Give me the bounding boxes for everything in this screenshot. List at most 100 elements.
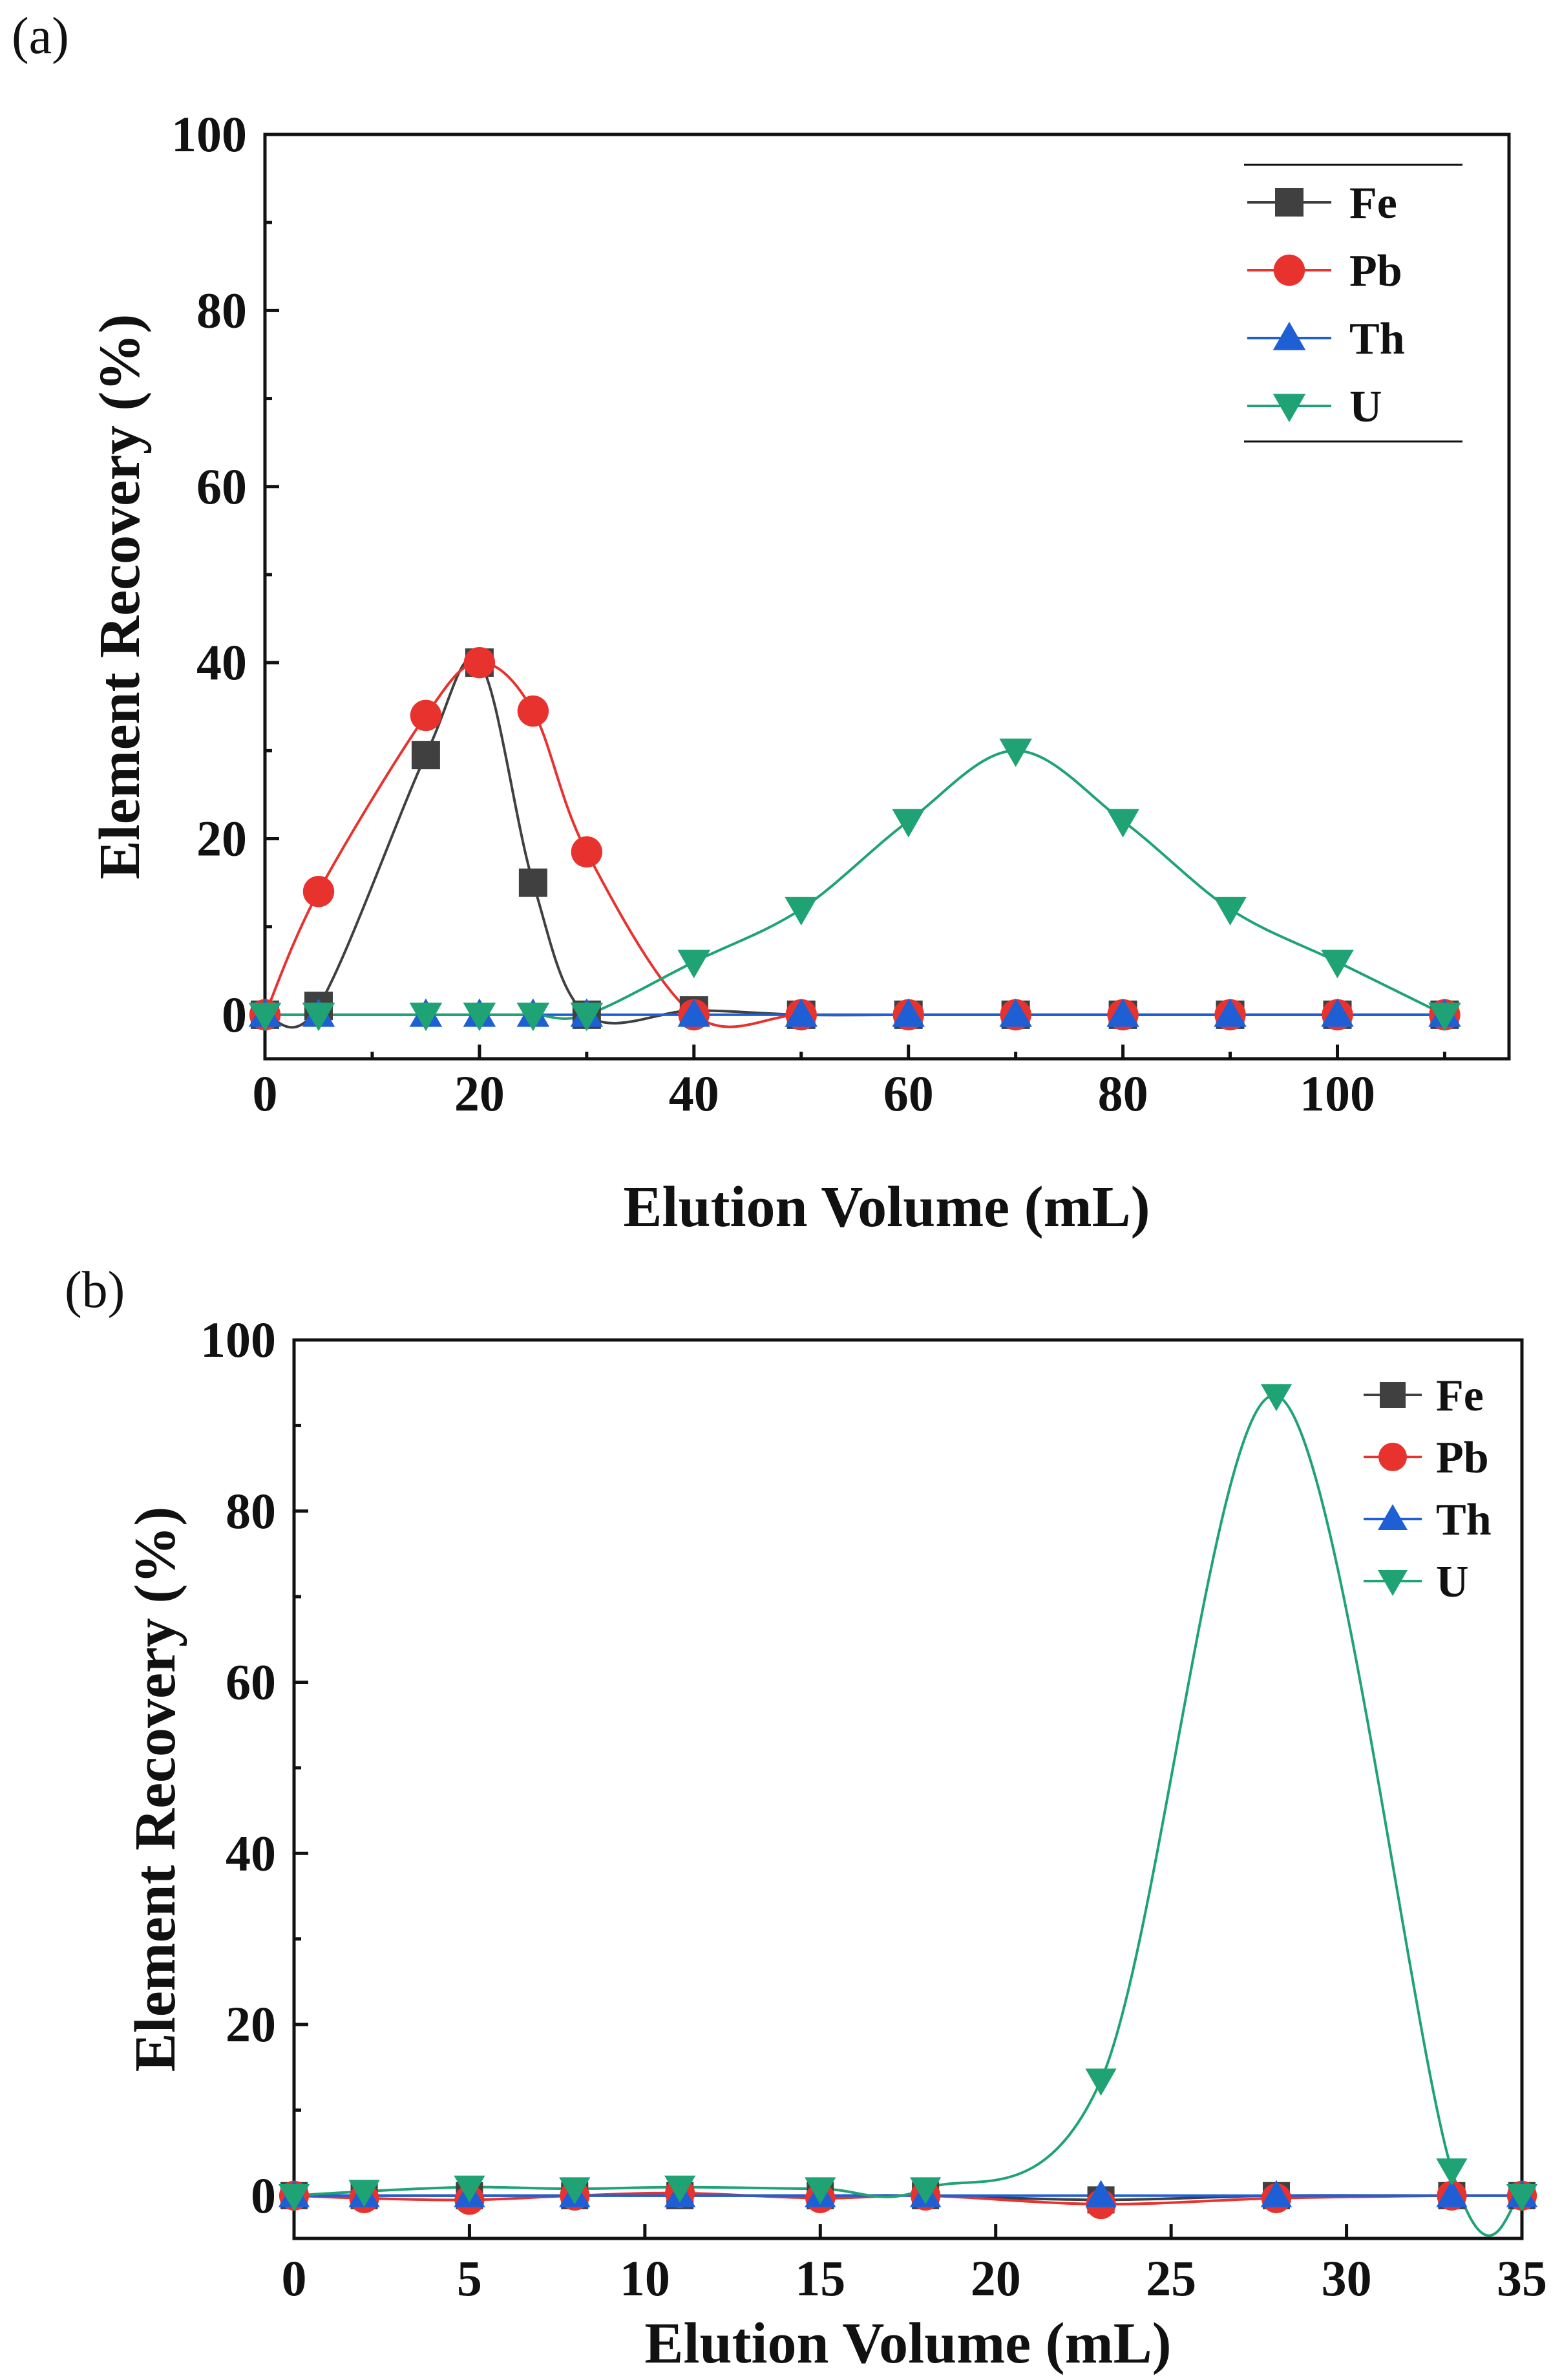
legend-label: Th <box>1436 1495 1492 1545</box>
data-point-u <box>454 2175 485 2203</box>
legend-label: Pb <box>1349 246 1402 296</box>
data-point-th <box>677 998 711 1027</box>
y-tick-label: 20 <box>226 1996 276 2052</box>
x-tick-label: 100 <box>1300 1065 1375 1121</box>
legend-marker-pb <box>1273 254 1305 286</box>
data-point-u <box>1085 2068 1117 2096</box>
data-point-u <box>1214 897 1247 926</box>
data-point-th <box>999 998 1032 1027</box>
data-point-th <box>1321 998 1354 1027</box>
data-point-u <box>677 950 711 979</box>
y-tick-label: 40 <box>226 1825 276 1881</box>
x-tick-label: 20 <box>971 2250 1021 2306</box>
series-line-u <box>293 1394 1523 2237</box>
legend-label: Fe <box>1349 178 1397 228</box>
data-point-th <box>1260 2180 1293 2207</box>
x-axis-title-a: Elution Volume (mL) <box>623 1175 1150 1239</box>
axis-ticks-a: 0 20 40 60 80 100 0 20 40 60 80 100 <box>171 106 1446 1121</box>
legend-label: Fe <box>1436 1371 1484 1421</box>
data-point-u <box>664 2175 696 2203</box>
y-tick-label: 60 <box>226 1654 276 1710</box>
data-point-th <box>1214 998 1247 1027</box>
legend-marker-u <box>1378 1570 1408 1596</box>
data-point-u <box>1321 950 1354 979</box>
data-point-u <box>1106 809 1139 838</box>
data-point-u <box>1428 1003 1461 1032</box>
data-point-th <box>1085 2180 1117 2207</box>
legend-marker-fe <box>1380 1382 1406 1408</box>
y-tick-label: 100 <box>171 106 247 162</box>
series-line-u <box>265 749 1446 1020</box>
y-tick-label: 80 <box>196 282 247 338</box>
panel-a: (a) 0 20 40 60 80 100 0 20 40 60 80 100 Elution Vol… <box>12 8 1511 1239</box>
y-tick-label: 0 <box>251 2167 276 2224</box>
data-point-th <box>1436 2180 1468 2207</box>
y-axis-title-a: Element Recovery (%) <box>88 314 152 880</box>
data-point-u <box>570 1003 604 1032</box>
legend-marker-u <box>1272 394 1306 423</box>
legend-item-u: U <box>1364 1557 1469 1607</box>
x-tick-label: 0 <box>282 2250 307 2306</box>
y-tick-label: 40 <box>196 634 247 690</box>
x-tick-label: 40 <box>669 1065 719 1121</box>
x-tick-label: 0 <box>253 1065 278 1121</box>
data-point-u <box>1260 1384 1293 1412</box>
y-tick-label: 60 <box>196 458 247 515</box>
legend-item-th: Th <box>1364 1495 1492 1545</box>
data-point-u <box>248 1003 282 1032</box>
data-point-th <box>892 998 925 1027</box>
plot-frame-a <box>263 133 1511 1061</box>
legend-marker-th <box>1378 1504 1408 1530</box>
data-point-pb <box>463 646 496 679</box>
legend-b: Fe Pb Th U <box>1364 1371 1492 1607</box>
x-tick-label: 5 <box>457 2250 482 2306</box>
x-tick-label: 10 <box>620 2250 670 2306</box>
legend-marker-th <box>1272 321 1306 350</box>
legend-marker-fe <box>1275 188 1303 217</box>
legend-a: Fe Pb Th U <box>1244 164 1462 443</box>
data-point-pb <box>410 699 442 732</box>
legend-item-u: U <box>1247 382 1382 432</box>
legend-item-fe: Fe <box>1364 1371 1484 1421</box>
data-point-th <box>1106 998 1139 1027</box>
legend-item-th: Th <box>1247 314 1405 364</box>
data-point-u <box>559 2177 591 2205</box>
y-axis-title-b: Element Recovery (%) <box>123 1507 187 2072</box>
x-tick-label: 20 <box>454 1065 505 1121</box>
y-tick-label: 100 <box>200 1312 276 1368</box>
series-line-fe <box>264 657 1445 1029</box>
legend-label: Pb <box>1436 1433 1489 1483</box>
x-axis-title-b: Elution Volume (mL) <box>644 2311 1171 2375</box>
data-point-pb <box>571 836 603 868</box>
data-point-u <box>1436 2158 1468 2186</box>
data-point-u <box>1506 2183 1538 2211</box>
data-point-th <box>785 998 818 1027</box>
data-point-u <box>516 1003 550 1032</box>
legend-marker-pb <box>1378 1443 1407 1471</box>
legend-label: U <box>1436 1557 1469 1607</box>
legend-item-fe: Fe <box>1247 178 1397 228</box>
data-point-pb <box>302 876 335 908</box>
data-point-u <box>409 1003 443 1032</box>
legend-items-a: Fe Pb Th U <box>1247 178 1405 432</box>
data-point-fe <box>411 741 440 770</box>
data-point-u <box>463 1003 496 1032</box>
series-curves-a <box>264 657 1446 1029</box>
data-point-u <box>278 2183 310 2211</box>
x-tick-label: 60 <box>883 1065 934 1121</box>
data-point-u <box>348 2180 380 2207</box>
legend-items-b: Fe Pb Th U <box>1364 1371 1492 1607</box>
x-tick-label: 35 <box>1497 2250 1547 2306</box>
series-markers-b <box>278 1384 1538 2220</box>
panel-label-b: (b) <box>65 1262 125 1319</box>
panel-b: (b) 0 5 10 15 20 25 30 35 0 20 40 60 80 100 Elution V… <box>65 1262 1547 2375</box>
data-point-fe <box>518 868 547 897</box>
plot-frame-b <box>292 1338 1524 2240</box>
data-point-pb <box>517 695 549 727</box>
x-tick-label: 80 <box>1098 1065 1148 1121</box>
data-point-u <box>785 897 818 926</box>
y-tick-label: 0 <box>222 986 247 1043</box>
y-tick-label: 80 <box>226 1483 276 1539</box>
data-point-u <box>302 1003 335 1032</box>
